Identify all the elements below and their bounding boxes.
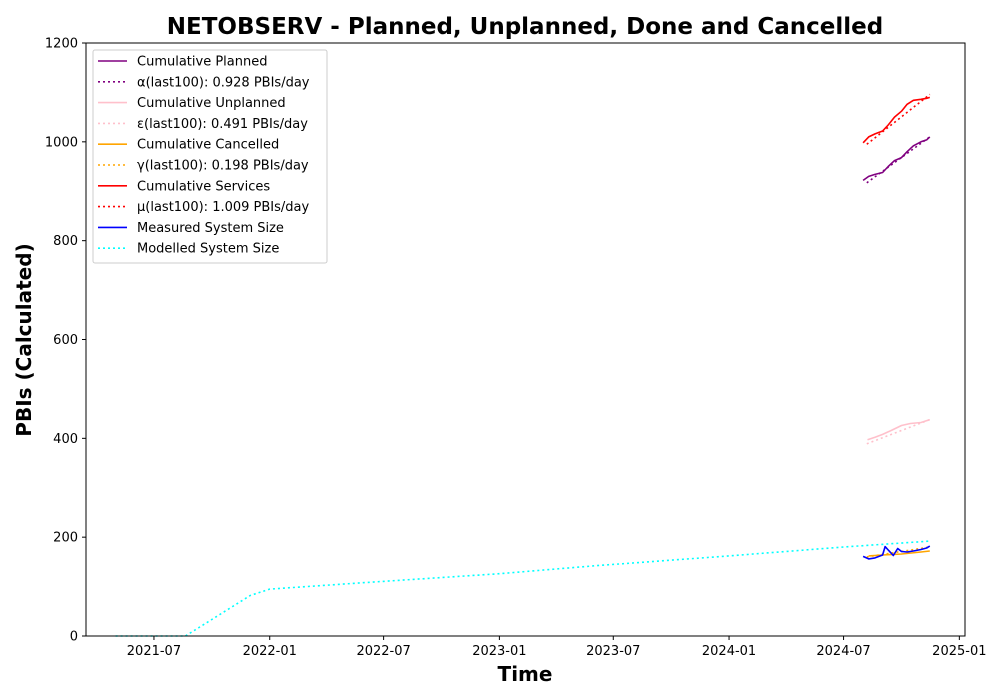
y-axis-label: PBIs (Calculated) [12, 243, 36, 436]
legend-label: Measured System Size [137, 221, 284, 236]
series-line-cumulative-unplanned [867, 418, 931, 441]
y-tick-label: 200 [53, 531, 78, 546]
x-tick-label: 2022-07 [356, 644, 410, 659]
series-line-last100-0-491-pbis-day [866, 418, 931, 445]
y-tick-label: 1200 [45, 37, 78, 52]
series-line-last100-1-009-pbis-day [866, 93, 931, 145]
legend-label: Cumulative Planned [137, 55, 267, 70]
x-tick-label: 2021-07 [127, 644, 181, 659]
x-tick-label: 2023-07 [586, 644, 640, 659]
chart-title: NETOBSERV - Planned, Unplanned, Done and… [167, 14, 883, 40]
x-tick-label: 2024-01 [702, 644, 756, 659]
legend-label: μ(last100): 1.009 PBIs/day [137, 200, 309, 215]
series-line-measured-system-size [862, 545, 931, 560]
y-tick-label: 600 [53, 333, 78, 348]
series-line-cumulative-planned [862, 136, 931, 182]
y-axis-ticks: 0 200 400 600 800 1000 1200 [45, 37, 86, 645]
legend-label: γ(last100): 0.198 PBIs/day [137, 159, 309, 174]
x-axis-label: Time [498, 662, 553, 686]
y-tick-label: 0 [70, 630, 78, 645]
y-tick-label: 400 [53, 432, 78, 447]
legend-label: α(last100): 0.928 PBIs/day [137, 75, 310, 90]
legend-label: Modelled System Size [137, 242, 279, 257]
series-line-last100-0-198-pbis-day [866, 546, 930, 558]
y-tick-label: 1000 [45, 135, 78, 150]
legend-label: Cumulative Cancelled [137, 138, 279, 153]
legend-label: ε(last100): 0.491 PBIs/day [137, 117, 308, 132]
legend-label: Cumulative Unplanned [137, 96, 286, 111]
legend-box [92, 49, 328, 264]
x-tick-label: 2022-01 [243, 644, 297, 659]
x-tick-label: 2024-07 [816, 644, 870, 659]
y-tick-label: 800 [53, 234, 78, 249]
series-line-cumulative-services [862, 96, 931, 144]
series-layer [115, 93, 931, 637]
legend-label: Cumulative Services [137, 179, 270, 194]
x-tick-label: 2023-01 [472, 644, 526, 659]
x-axis-ticks: 2021-07 2022-01 2022-07 2023-01 2023-07 2024-… [127, 636, 987, 659]
x-tick-label: 2025-01 [932, 644, 986, 659]
legend: Cumulative Planned α(last100): 0.928 PBIs… [92, 49, 328, 264]
